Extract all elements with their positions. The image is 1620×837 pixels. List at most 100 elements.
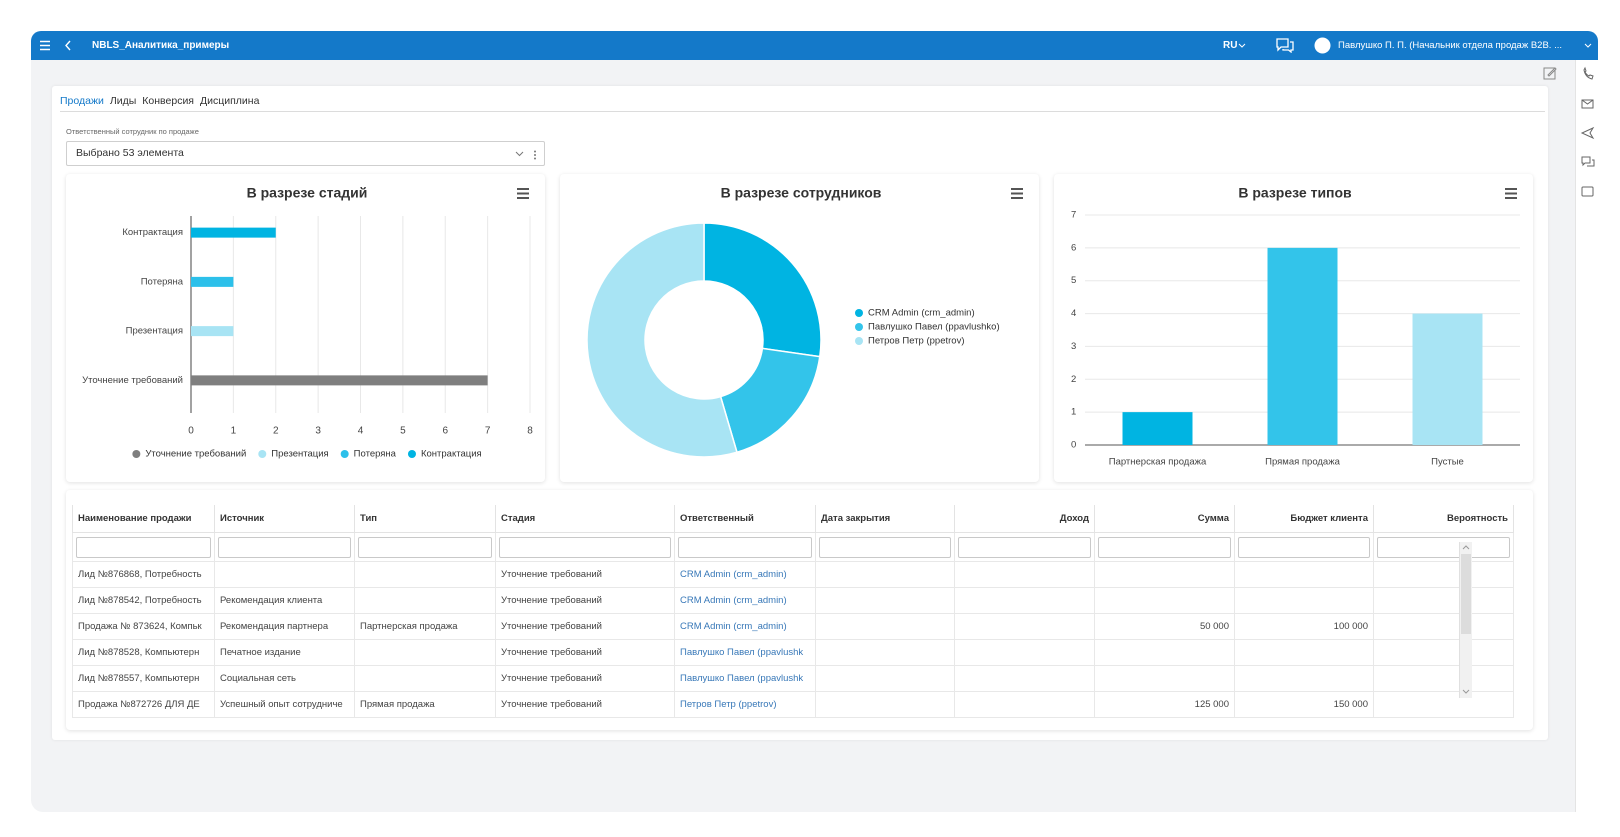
column-header[interactable]: Наименование продажи — [72, 505, 215, 533]
user-name[interactable]: Павлушко П. П. (Начальник отдела продаж … — [1338, 40, 1562, 51]
donut-segment — [719, 347, 821, 454]
responsible-link[interactable]: CRM Admin (crm_admin) — [680, 569, 787, 580]
tab[interactable]: Продажи — [60, 95, 104, 107]
responsible-link[interactable]: CRM Admin (crm_admin) — [680, 595, 787, 606]
tab[interactable]: Лиды — [109, 95, 137, 107]
donut-segment — [586, 222, 738, 458]
table-row[interactable]: Лид №878528, Компьютерн Печатное издание У… — [72, 639, 1514, 666]
scrollbar-arrows — [1461, 545, 1471, 694]
chart: В разрезе типов 0 1 2 3 4 5 6 7 Партнерская прода… — [1071, 185, 1520, 468]
bar — [1122, 412, 1193, 445]
chart-title: В разрезе сотрудников — [721, 185, 882, 201]
table-cell — [954, 665, 1095, 692]
filter-input[interactable] — [958, 536, 1091, 558]
y-tick-label: 1 — [1071, 407, 1076, 418]
column-header[interactable]: Ответственный — [674, 505, 816, 533]
menu-icon[interactable] — [39, 40, 51, 51]
column-header[interactable]: Дата закрытия — [815, 505, 955, 533]
responsible-link[interactable]: CRM Admin (crm_admin) — [680, 621, 787, 632]
x-tick-label: 1 — [231, 426, 237, 437]
table-row[interactable]: Продажа №872726 ДЛЯ ДЕ Успешный опыт сотр… — [72, 691, 1514, 718]
legend-label: Павлушко Павел (ppavlushko) — [868, 322, 1000, 333]
table-row[interactable]: Продажа № 873624, Компьк Рекомендация пар… — [72, 613, 1514, 640]
language[interactable]: RU — [1223, 40, 1238, 51]
scrollbar[interactable] — [1459, 542, 1472, 698]
filter-cell — [1234, 532, 1374, 562]
filter-select[interactable]: Выбрано 53 элемента — [66, 141, 545, 166]
x-tick-label: 6 — [442, 426, 448, 437]
chart: В разрезе сотрудников CRM Admin (crm_admi… — [586, 185, 1023, 458]
y-tick-label: 2 — [1071, 374, 1076, 385]
legend-label: Потеряна — [354, 449, 397, 460]
tab[interactable]: Конверсия — [142, 95, 194, 107]
table-cell: Уточнение требований — [495, 587, 675, 614]
table-cell: Рекомендация клиента — [214, 587, 355, 614]
column-header[interactable]: Доход — [954, 505, 1095, 533]
table-cell: Лид №878557, Компьютерн — [72, 665, 215, 692]
filter-input[interactable] — [1238, 536, 1370, 558]
mail-icon[interactable] — [1581, 99, 1594, 109]
table-cell — [815, 561, 955, 588]
calendar-icon[interactable] — [1581, 186, 1594, 197]
chat-icon[interactable] — [1276, 38, 1294, 53]
table-cell — [1373, 613, 1514, 640]
table-cell: 50 000 — [1094, 613, 1235, 640]
table-cell: CRM Admin (crm_admin) — [674, 613, 816, 640]
tab[interactable]: Дисциплина — [200, 95, 260, 107]
comments-icon[interactable] — [1581, 156, 1595, 167]
filter-cell — [954, 532, 1095, 562]
chart-card: В разрезе стадий 0 1 2 3 4 5 6 7 8 Контрактация Пот… — [66, 174, 545, 482]
filter-cell — [1094, 532, 1235, 562]
table-row[interactable]: Лид №878557, Компьютерн Социальная сеть Ут… — [72, 665, 1514, 692]
filter-input[interactable] — [218, 536, 351, 558]
chart-title: В разрезе стадий — [247, 185, 368, 201]
user-caret[interactable] — [1584, 43, 1592, 49]
responsible-link[interactable]: Павлушко Павел (ppavlushk — [680, 647, 804, 658]
column-header[interactable]: Сумма — [1094, 505, 1235, 533]
filter-input[interactable] — [499, 536, 671, 558]
filter-input[interactable] — [678, 536, 812, 558]
chart-menu[interactable] — [517, 188, 529, 199]
table-cell: Уточнение требований — [495, 613, 675, 640]
table-cell: Партнерская продажа — [354, 613, 496, 640]
edit-icon[interactable] — [1543, 66, 1557, 80]
responsible-link[interactable]: Павлушко Павел (ppavlushk — [680, 673, 804, 684]
legend-marker — [855, 337, 863, 345]
table-cell — [1373, 587, 1514, 614]
table-cell — [954, 691, 1095, 718]
filter-input[interactable] — [819, 536, 951, 558]
table-cell: Уточнение требований — [495, 561, 675, 588]
avatar[interactable] — [1314, 37, 1331, 54]
table-cell: Лид №878542, Потребность — [72, 587, 215, 614]
column-header[interactable]: Бюджет клиента — [1234, 505, 1374, 533]
filter-input[interactable] — [1377, 536, 1510, 558]
table-cell: Уточнение требований — [495, 691, 675, 718]
chart-menu[interactable] — [1505, 188, 1517, 199]
y-tick-label: 3 — [1071, 341, 1076, 352]
responsible-link[interactable]: Петров Петр (ppetrov) — [680, 699, 777, 710]
table-cell: Прямая продажа — [354, 691, 496, 718]
filter-input[interactable] — [76, 536, 211, 558]
table-cell — [354, 665, 496, 692]
tabs-underline — [60, 111, 1545, 112]
chart-menu[interactable] — [1011, 188, 1023, 199]
phone-icon[interactable] — [1583, 66, 1594, 80]
column-header[interactable]: Стадия — [495, 505, 675, 533]
column-header[interactable]: Источник — [214, 505, 355, 533]
table-row[interactable]: Лид №878542, Потребность Рекомендация кли… — [72, 587, 1514, 614]
mail-icon-flap — [1581, 99, 1594, 105]
table-cell — [214, 561, 355, 588]
legend: Уточнение требований Презентация Потеряна К… — [132, 449, 482, 460]
filter-input[interactable] — [358, 536, 492, 558]
column-header[interactable]: Вероятность — [1373, 505, 1514, 533]
table-row[interactable]: Лид №876868, Потребность Уточнение требов… — [72, 561, 1514, 588]
send-icon[interactable] — [1580, 126, 1595, 140]
filter-input[interactable] — [1098, 536, 1231, 558]
table-cell — [1373, 691, 1514, 718]
chart-card: В разрезе типов 0 1 2 3 4 5 6 7 Партнерская прода… — [1054, 174, 1533, 482]
column-header[interactable]: Тип — [354, 505, 496, 533]
bar — [1267, 247, 1338, 445]
x-tick-label: Прямая продажа — [1265, 457, 1340, 468]
bar — [1412, 313, 1483, 445]
back-icon[interactable] — [64, 40, 72, 51]
